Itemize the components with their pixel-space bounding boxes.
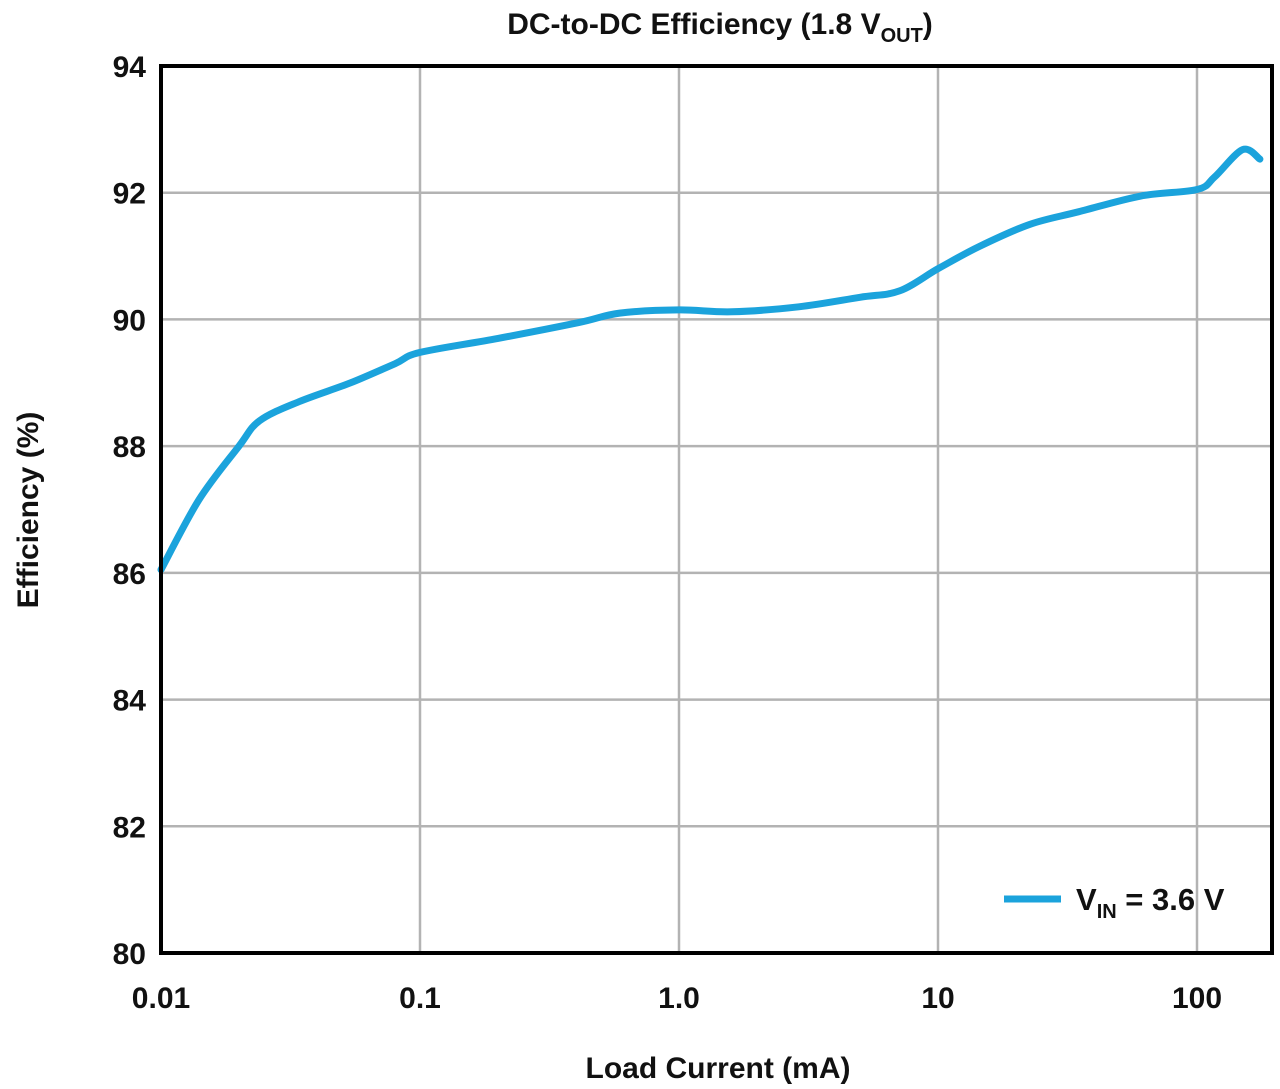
y-tick-label: 90 <box>113 304 146 337</box>
chart-title: DC-to-DC Efficiency (1.8 VOUT) <box>507 8 933 47</box>
x-tick-label: 10 <box>921 982 954 1015</box>
x-tick-label: 0.01 <box>132 982 190 1015</box>
y-tick-labels: 80 82 84 86 88 90 92 94 <box>113 51 147 971</box>
plot-frame <box>159 64 1274 955</box>
x-tick-label: 100 <box>1172 982 1222 1015</box>
y-tick-label: 82 <box>113 811 146 844</box>
legend: VIN = 3.6 V <box>1004 882 1225 923</box>
legend-label: VIN = 3.6 V <box>1076 882 1225 923</box>
series-lines <box>157 145 1264 574</box>
y-tick-label: 92 <box>113 178 146 211</box>
grid-lines <box>161 66 1272 953</box>
y-tick-label: 94 <box>113 51 147 84</box>
y-tick-label: 86 <box>113 558 146 591</box>
x-axis-label: Load Current (mA) <box>586 1052 851 1085</box>
y-tick-label: 88 <box>113 431 146 464</box>
x-tick-labels: 0.01 0.1 1.0 10 100 <box>132 982 1222 1015</box>
x-tick-label: 1.0 <box>658 982 700 1015</box>
y-tick-label: 80 <box>113 938 146 971</box>
y-axis-label: Efficiency (%) <box>12 412 45 609</box>
x-tick-label: 0.1 <box>399 982 441 1015</box>
y-tick-label: 84 <box>113 685 147 718</box>
series-line-vin-3-6v <box>157 145 1264 574</box>
